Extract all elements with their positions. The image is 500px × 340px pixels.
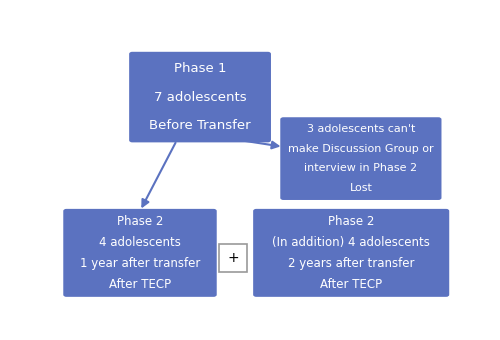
Text: 2 years after transfer: 2 years after transfer [288, 257, 414, 270]
Text: Phase 1: Phase 1 [174, 62, 227, 75]
Text: +: + [227, 251, 239, 265]
Text: Lost: Lost [350, 183, 372, 193]
Text: After TECP: After TECP [109, 278, 171, 291]
FancyBboxPatch shape [64, 209, 216, 297]
FancyBboxPatch shape [253, 209, 449, 297]
Text: Phase 2: Phase 2 [117, 215, 163, 228]
Text: Before Transfer: Before Transfer [149, 119, 251, 132]
FancyBboxPatch shape [280, 117, 442, 200]
Text: interview in Phase 2: interview in Phase 2 [304, 164, 418, 173]
Text: Phase 2: Phase 2 [328, 215, 374, 228]
Text: 1 year after transfer: 1 year after transfer [80, 257, 200, 270]
FancyBboxPatch shape [220, 244, 246, 272]
Text: (In addition) 4 adolescents: (In addition) 4 adolescents [272, 236, 430, 249]
Text: 4 adolescents: 4 adolescents [99, 236, 181, 249]
Text: 3 adolescents can't: 3 adolescents can't [306, 124, 415, 134]
Text: After TECP: After TECP [320, 278, 382, 291]
Text: 7 adolescents: 7 adolescents [154, 90, 246, 104]
FancyBboxPatch shape [129, 52, 271, 142]
Text: make Discussion Group or: make Discussion Group or [288, 144, 434, 154]
